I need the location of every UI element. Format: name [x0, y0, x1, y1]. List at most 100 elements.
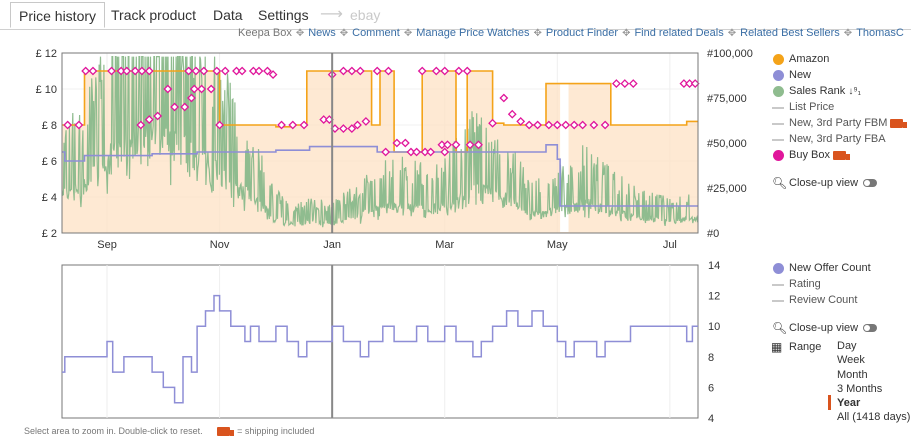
buy-box-marker — [465, 140, 475, 150]
buy-box-marker — [220, 66, 230, 76]
sales-rank-dot-icon — [773, 86, 784, 97]
buy-box-marker — [355, 66, 365, 76]
arrow-right-icon: ⟶ — [320, 6, 343, 23]
buy-box-marker — [507, 109, 517, 119]
y-left-tick-label: £ 4 — [42, 192, 57, 204]
buy-box-marker — [347, 124, 357, 134]
buy-box-marker — [406, 147, 416, 157]
diamond-separator-icon: ✥ — [622, 28, 631, 39]
truck-icon — [890, 118, 908, 128]
offer-count-chart[interactable]: 4 6 8 10 12 14 — [61, 260, 720, 425]
range-selected-marker — [828, 395, 831, 410]
buy-box-marker — [685, 79, 694, 89]
link-news[interactable]: News — [308, 27, 336, 39]
buy-box-marker — [319, 115, 329, 125]
tab-bar: Price history Track product Data Setting… — [0, 0, 911, 30]
y-left-tick-label: £ 6 — [42, 156, 57, 168]
y-right-tick-label: #50,000 — [707, 138, 747, 150]
y-right-tick-label: 10 — [708, 321, 720, 333]
link-related-deals[interactable]: Find related Deals — [634, 27, 724, 39]
link-related-best-sellers[interactable]: Related Best Sellers — [740, 27, 840, 39]
link-manage-price-watches[interactable]: Manage Price Watches — [416, 27, 530, 39]
buy-box-marker — [122, 66, 132, 76]
buy-box-marker — [443, 140, 452, 150]
links-row: Keepa Box ✥ News ✥ Comment ✥ Manage Price Watc… — [238, 27, 904, 43]
tab-divider — [0, 29, 911, 30]
line-swatch-icon — [772, 300, 784, 302]
diamond-separator-icon: ✥ — [339, 28, 349, 39]
buy-box-marker — [338, 124, 348, 134]
y-right-tick-label: 14 — [708, 260, 720, 272]
buy-box-marker — [474, 140, 483, 150]
buy-box-marker — [163, 84, 173, 94]
buy-box-marker — [353, 120, 362, 130]
buy-box-marker — [620, 79, 630, 89]
y-left-tick-label: £ 8 — [42, 120, 57, 132]
buy-box-marker — [212, 66, 222, 76]
y-left-tick-label: £ 2 — [42, 228, 57, 240]
buy-box-marker — [533, 120, 543, 130]
buy-box-marker — [400, 138, 410, 148]
buy-box-marker — [206, 84, 216, 94]
buy-box-marker — [170, 102, 179, 112]
y-right-tick-label: #25,000 — [707, 183, 747, 195]
buy-box-marker — [561, 120, 571, 130]
price-plot-border — [61, 52, 699, 234]
buy-box-marker — [153, 111, 163, 121]
buy-box-marker — [189, 84, 199, 94]
buy-box-marker — [600, 120, 610, 130]
tab-track-product[interactable]: Track product — [111, 7, 197, 23]
y-right-tick-label: 8 — [708, 352, 714, 364]
buy-box-marker — [81, 66, 91, 76]
buy-box-marker — [237, 66, 247, 76]
buy-box-marker — [454, 66, 464, 76]
range-year[interactable]: Year — [837, 397, 861, 409]
buy-box-marker — [524, 120, 534, 130]
buy-box-marker — [130, 66, 140, 76]
buy-box-marker — [361, 116, 371, 126]
buy-box-marker — [552, 120, 562, 130]
sort-icon: ↓⁹₁ — [848, 86, 861, 97]
buy-box-marker — [347, 66, 357, 76]
source-label: Keepa Box — [238, 27, 292, 39]
buy-box-marker — [268, 70, 278, 80]
tab-data[interactable]: Data — [213, 7, 243, 23]
tab-ebay[interactable]: ebay — [350, 7, 381, 23]
diamond-separator-icon: ✥ — [843, 28, 853, 39]
link-comment[interactable]: Comment — [352, 27, 400, 39]
toggle-icon — [863, 324, 878, 333]
y-right-tick-label: #0 — [707, 228, 719, 240]
y-right-tick-label: #100,000 — [707, 48, 753, 60]
buy-box-marker — [516, 116, 526, 126]
buy-box-marker — [440, 66, 450, 76]
price-chart[interactable]: £ 2 £ 4 £ 6 £ 8 £ 10 £ 12 #0 #25,000 #50,000 #75,… — [36, 48, 753, 251]
range-week[interactable]: Week — [837, 354, 865, 366]
line-swatch-icon — [772, 107, 784, 109]
zoom-hint: Select area to zoom in. Double-click to … — [24, 426, 315, 436]
buy-box-marker — [611, 79, 621, 89]
offers-legend: New Offer Count Rating Review Count 🔍︎ C… — [771, 262, 911, 423]
link-product-finder[interactable]: Product Finder — [545, 27, 619, 39]
range-day[interactable]: Day — [837, 340, 857, 352]
buy-box-marker — [74, 120, 84, 130]
diamond-separator-icon: ✥ — [403, 28, 413, 39]
buy-box-marker — [199, 66, 209, 76]
y-right-tick-label: 12 — [708, 291, 720, 303]
link-thomas[interactable]: ThomasC — [856, 27, 904, 39]
buy-box-marker — [589, 120, 599, 130]
range-3-months[interactable]: 3 Months — [837, 383, 883, 395]
diamond-separator-icon: ✥ — [533, 28, 542, 39]
buy-box-marker — [417, 66, 427, 76]
buy-box-dot-icon — [773, 150, 784, 161]
tab-settings[interactable]: Settings — [258, 7, 309, 23]
tab-price-history[interactable]: Price history — [10, 2, 106, 28]
range-all[interactable]: All (1418 days) — [837, 411, 911, 423]
y-right-tick-label: 6 — [708, 382, 714, 394]
buy-box-marker — [288, 120, 298, 130]
range-month[interactable]: Month — [837, 369, 868, 381]
buy-box-marker — [116, 66, 126, 76]
magnifier-icon: 🔍︎ — [772, 176, 788, 190]
offer-count-line — [62, 294, 698, 404]
buy-box-marker — [679, 79, 689, 89]
